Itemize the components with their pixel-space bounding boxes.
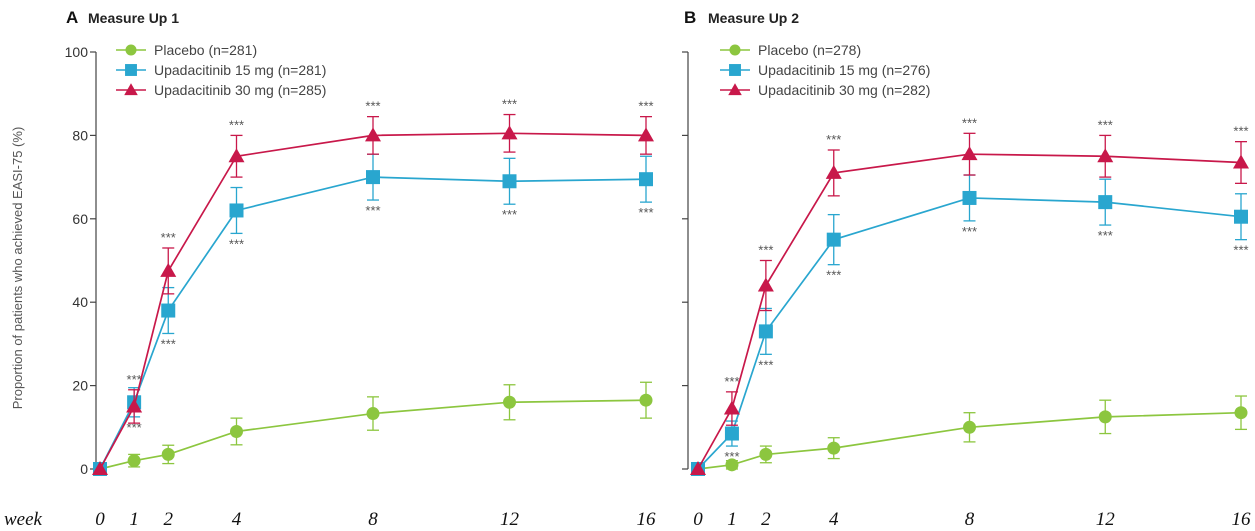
significance-mark: *** <box>638 205 653 220</box>
data-point <box>365 127 381 141</box>
significance-mark: *** <box>365 203 380 218</box>
legend-item-upa15: Upadacitinib 15 mg (n=281) <box>116 62 326 78</box>
y-tick-label: 60 <box>72 211 88 227</box>
significance-mark: *** <box>502 97 517 112</box>
data-point <box>1097 148 1113 162</box>
data-point <box>962 146 978 160</box>
legend-item-upa30: Upadacitinib 30 mg (n=285) <box>116 82 326 98</box>
legend-marker <box>125 64 137 76</box>
week-tick-label: 0 <box>95 509 105 530</box>
data-point <box>366 170 380 184</box>
y-tick-label: 80 <box>72 127 88 143</box>
significance-mark: *** <box>161 336 176 351</box>
week-tick-label: 16 <box>1232 509 1252 530</box>
legend-marker <box>124 83 138 95</box>
legend-label: Placebo (n=278) <box>758 42 861 58</box>
data-point <box>160 263 176 277</box>
significance-mark: *** <box>502 207 517 222</box>
panel-title: Measure Up 1 <box>88 10 179 26</box>
significance-mark: *** <box>1098 117 1113 132</box>
data-point <box>161 304 175 318</box>
week-tick-label: 12 <box>500 509 520 530</box>
week-axis-label: week <box>4 509 43 530</box>
data-point <box>162 448 175 461</box>
legend-marker <box>729 64 741 76</box>
data-point <box>230 425 243 438</box>
data-point <box>640 394 653 407</box>
data-point <box>128 454 141 467</box>
significance-mark: *** <box>962 115 977 130</box>
week-tick-label: 8 <box>368 509 378 530</box>
week-tick-label: 8 <box>965 509 975 530</box>
legend-marker <box>125 44 136 55</box>
significance-mark: *** <box>365 99 380 114</box>
y-tick-label: 40 <box>72 294 88 310</box>
significance-mark: *** <box>638 99 653 114</box>
week-tick-label: 12 <box>1096 509 1116 530</box>
significance-mark: *** <box>826 268 841 283</box>
series-a-placebo <box>94 382 653 475</box>
data-point <box>759 448 772 461</box>
series-b-placebo <box>692 396 1248 475</box>
legend-item-placebo: Placebo (n=278) <box>720 42 861 58</box>
data-point <box>1234 210 1248 224</box>
week-tick-label: 0 <box>693 509 703 530</box>
significance-mark: *** <box>758 357 773 372</box>
significance-mark: *** <box>758 243 773 258</box>
data-point <box>724 401 740 415</box>
significance-mark: *** <box>1233 243 1248 258</box>
y-tick-label: 0 <box>80 461 88 477</box>
week-tick-label: 1 <box>727 509 737 530</box>
data-point <box>725 458 738 471</box>
significance-mark: *** <box>161 230 176 245</box>
data-point <box>963 421 976 434</box>
data-point <box>230 203 244 217</box>
data-point <box>1099 410 1112 423</box>
significance-mark: *** <box>229 117 244 132</box>
data-point <box>503 174 517 188</box>
legend-item-placebo: Placebo (n=281) <box>116 42 257 58</box>
legend-marker <box>729 44 740 55</box>
week-tick-label: 2 <box>164 509 174 530</box>
data-point <box>963 191 977 205</box>
data-point <box>827 233 841 247</box>
significance-mark: *** <box>1098 228 1113 243</box>
data-point <box>639 172 653 186</box>
week-tick-label: 16 <box>637 509 657 530</box>
legend-label: Upadacitinib 15 mg (n=276) <box>758 62 930 78</box>
data-point <box>638 127 654 141</box>
week-tick-label: 1 <box>129 509 139 530</box>
legend-label: Placebo (n=281) <box>154 42 257 58</box>
legend-item-upa15: Upadacitinib 15 mg (n=276) <box>720 62 930 78</box>
week-tick-label: 4 <box>829 509 839 530</box>
week-tick-label: 4 <box>232 509 242 530</box>
panel-letter: A <box>66 8 78 27</box>
data-point <box>367 407 380 420</box>
y-tick-label: 100 <box>65 44 89 60</box>
data-point <box>725 427 739 441</box>
legend-label: Upadacitinib 30 mg (n=285) <box>154 82 326 98</box>
data-point <box>1235 406 1248 419</box>
data-point <box>758 278 774 292</box>
legend-label: Upadacitinib 15 mg (n=281) <box>154 62 326 78</box>
legend-label: Upadacitinib 30 mg (n=282) <box>758 82 930 98</box>
significance-mark: *** <box>826 132 841 147</box>
data-point <box>759 324 773 338</box>
significance-mark: *** <box>962 224 977 239</box>
y-axis-label: Proportion of patients who achieved EASI… <box>10 127 25 410</box>
panel-letter: B <box>684 8 696 27</box>
data-point <box>503 396 516 409</box>
significance-mark: *** <box>1233 124 1248 139</box>
week-tick-label: 2 <box>761 509 771 530</box>
panel-title: Measure Up 2 <box>708 10 799 26</box>
data-point <box>1098 195 1112 209</box>
y-tick-label: 20 <box>72 378 88 394</box>
legend-item-upa30: Upadacitinib 30 mg (n=282) <box>720 82 930 98</box>
data-point <box>502 125 518 139</box>
data-point <box>827 442 840 455</box>
significance-mark: *** <box>229 236 244 251</box>
legend-marker <box>728 83 742 95</box>
